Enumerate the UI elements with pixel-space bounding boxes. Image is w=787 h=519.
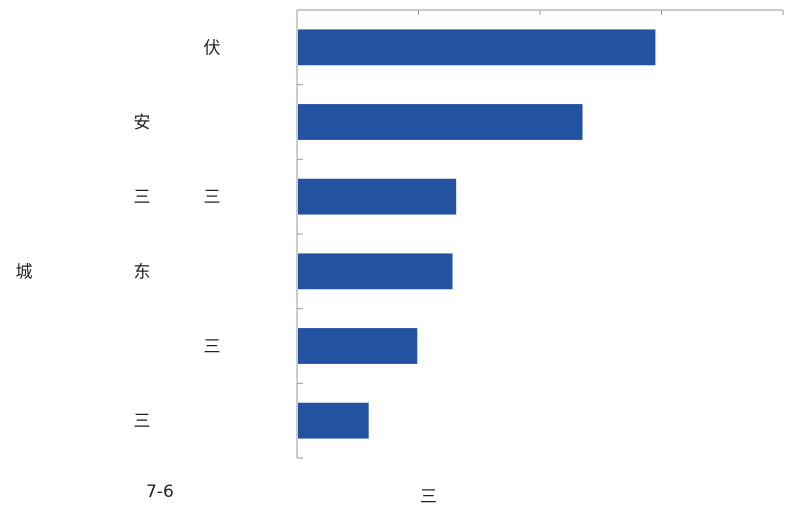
category-label: 三	[134, 412, 151, 432]
bar	[298, 402, 369, 439]
chart-bars	[298, 29, 656, 439]
bar	[298, 253, 453, 290]
chart-footer-left: 7-6	[146, 482, 174, 502]
bar	[298, 178, 457, 215]
category-label: 三	[204, 188, 221, 208]
bar	[298, 328, 418, 364]
category-label: 三	[134, 188, 151, 208]
category-label: 伏	[204, 38, 221, 58]
chart-axes	[296, 9, 784, 459]
category-label: 东	[134, 262, 151, 282]
category-label: 城	[16, 262, 33, 282]
bar	[298, 104, 583, 140]
category-label: 三	[204, 337, 221, 357]
bar	[298, 29, 656, 66]
category-labels: 伏安三 三城 东三三	[16, 38, 221, 431]
chart-footer-center: 三	[420, 487, 437, 507]
category-label: 安	[134, 113, 151, 133]
